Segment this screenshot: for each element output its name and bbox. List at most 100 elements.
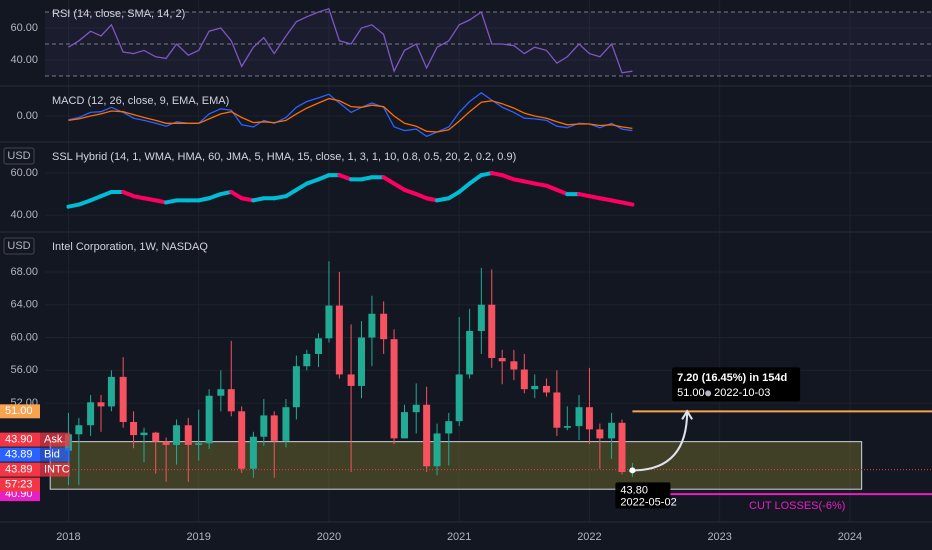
- projection-start: [629, 467, 636, 474]
- candle-body: [227, 389, 235, 412]
- zone-box: [49, 441, 863, 490]
- candle-body: [335, 305, 343, 375]
- candle-body: [608, 422, 616, 439]
- arrow-head: [681, 409, 693, 420]
- quote-price: 43.90: [5, 434, 33, 446]
- y-tick-label: 60.00: [10, 22, 38, 34]
- unit-box: [3, 147, 35, 165]
- candle-body: [107, 376, 115, 407]
- candle-body: [303, 353, 311, 367]
- countdown-bg: [0, 477, 40, 492]
- baseline-segment: [76, 198, 93, 207]
- candle-body: [445, 421, 453, 434]
- candle-body: [358, 337, 366, 386]
- unit-label: USD: [7, 150, 30, 162]
- candle-body: [162, 441, 170, 445]
- candle-body: [596, 429, 604, 439]
- y-tick-label: 60.00: [10, 331, 38, 343]
- candle-body: [270, 415, 278, 441]
- baseline-segment: [620, 200, 635, 207]
- candle-body: [315, 338, 323, 354]
- panel-title: RSI (14, close, SMA, 14, 2): [52, 8, 185, 20]
- start-date: 2022-05-02: [620, 496, 676, 508]
- quote-tag-name-bg: [40, 447, 70, 462]
- indicator-line: [68, 91, 633, 138]
- candle-body: [380, 313, 388, 340]
- y-tick-label: 60.00: [10, 167, 38, 179]
- candle-body: [152, 432, 160, 442]
- y-tick-label: 64.00: [10, 299, 38, 311]
- candle-body: [412, 404, 420, 413]
- unit-box: [3, 237, 35, 255]
- x-tick-label: 2020: [317, 531, 341, 543]
- candle-body: [400, 412, 408, 439]
- baseline-segment: [207, 192, 223, 201]
- candle-body: [466, 330, 474, 375]
- x-tick-label: 2023: [707, 531, 731, 543]
- projection-text: 7.20 (16.45%) in 154d: [677, 372, 787, 384]
- quote-tag: [0, 462, 40, 477]
- candle-body: [390, 339, 398, 439]
- candle-body: [130, 421, 138, 436]
- candle-body: [195, 443, 203, 445]
- start-box: [615, 482, 671, 509]
- x-tick-label: 2022: [577, 531, 601, 543]
- projection-target: 51.00: [677, 387, 705, 399]
- candle-body: [217, 389, 225, 396]
- x-tick-label: 2021: [447, 531, 471, 543]
- quote-tag: [0, 432, 40, 447]
- indicator-line: [68, 7, 633, 74]
- start-price: 43.80: [620, 484, 648, 496]
- candle-body: [184, 425, 192, 445]
- quote-tag-name: Ask: [44, 434, 63, 446]
- candle-body: [575, 407, 583, 427]
- candle-body: [542, 385, 550, 393]
- candle-body: [119, 376, 127, 422]
- candle-body: [618, 422, 626, 472]
- candle-body: [75, 425, 83, 435]
- y-tick-label: 56.00: [10, 364, 38, 376]
- projection-arrow: [632, 411, 689, 472]
- panel-title: SSL Hybrid (14, 1, WMA, HMA, 60, JMA, 5,…: [52, 151, 516, 163]
- candle-body: [563, 426, 571, 428]
- baseline-segment: [500, 173, 516, 182]
- baseline-segment: [229, 189, 244, 201]
- candle-body: [260, 415, 268, 437]
- candle-body: [553, 392, 561, 428]
- candle-body: [488, 304, 496, 359]
- x-tick-label: 2018: [56, 531, 80, 543]
- clock-icon: [705, 390, 712, 397]
- unit-label: USD: [7, 240, 30, 252]
- level-tag-label: 51.00: [5, 405, 33, 417]
- quote-tag-name: Bid: [44, 449, 60, 461]
- baseline-segment: [294, 181, 309, 192]
- level-text: CUT LOSSES(-6%): [749, 500, 845, 512]
- quote-tag: [0, 447, 40, 462]
- baseline-segment: [457, 181, 472, 194]
- candle-body: [249, 436, 257, 469]
- baseline-segment: [446, 189, 462, 201]
- candle-body: [173, 425, 181, 445]
- x-tick-label: 2019: [186, 531, 210, 543]
- quote-price: 43.89: [5, 449, 33, 461]
- candle-body: [238, 411, 246, 469]
- quote-tag-name: INTC: [44, 464, 70, 476]
- baseline-segment: [402, 187, 419, 197]
- baseline-segment: [392, 181, 407, 192]
- candle-body: [282, 407, 290, 441]
- candle-body: [140, 432, 148, 436]
- level-tag: [0, 404, 40, 419]
- x-tick-label: 2024: [838, 531, 862, 543]
- candle-body: [205, 395, 213, 444]
- y-tick-label: 40.00: [10, 209, 38, 221]
- candle-body: [347, 374, 355, 386]
- baseline-segment: [283, 187, 299, 199]
- indicator-line: [68, 97, 633, 133]
- candle-body: [531, 385, 539, 390]
- candle-body: [585, 407, 593, 430]
- baseline-segment: [337, 173, 354, 182]
- candle-body: [423, 404, 431, 467]
- candle-body: [87, 402, 95, 426]
- panel-title: MACD (12, 26, close, 9, EMA, EMA): [52, 95, 229, 107]
